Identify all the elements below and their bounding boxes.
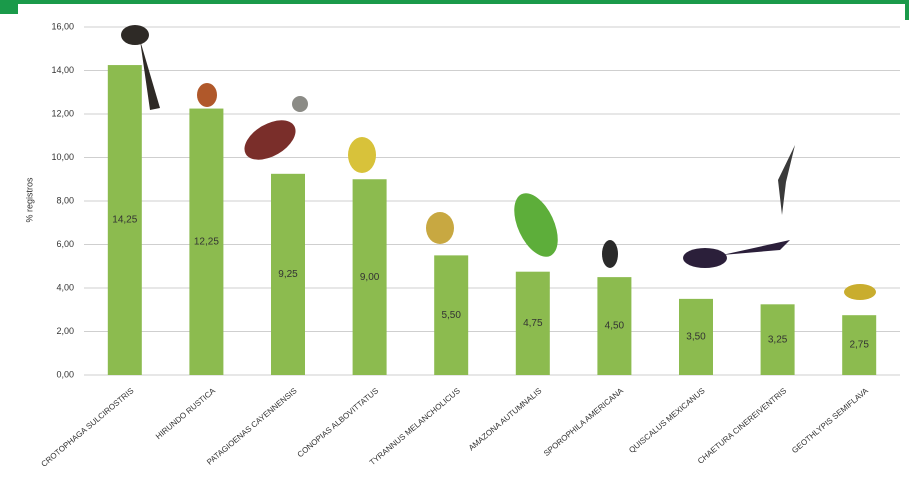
y-tick-label: 2,00 [56, 326, 74, 336]
right-border [905, 0, 909, 20]
bird-illustration [292, 96, 308, 112]
y-tick-label: 0,00 [56, 369, 74, 379]
bird-illustration [197, 83, 217, 107]
bar [760, 304, 795, 375]
bird-illustration [121, 25, 149, 45]
bar [352, 179, 387, 375]
bird-illustrations [121, 25, 876, 300]
value-label: 9,00 [360, 272, 380, 283]
value-label: 5,50 [441, 310, 461, 321]
bird-illustration [348, 137, 376, 173]
bird-illustration [140, 40, 160, 110]
bird-illustration [244, 120, 296, 160]
x-tick-label: GEOTHLYPIS SEMIFLAVA [790, 386, 870, 455]
y-tick-label: 10,00 [51, 152, 74, 162]
x-tick-label: CROTOPHAGA SULCIROSTRIS [40, 386, 136, 469]
value-label: 3,50 [686, 332, 706, 343]
bar [842, 315, 877, 375]
bar [597, 277, 632, 375]
bar [271, 173, 305, 375]
y-axis-label: % registros [24, 177, 34, 223]
x-tick-label: QUISCALUS MEXICANUS [627, 386, 706, 455]
x-tick-label: CONOPIAS ALBOVITTATUS [296, 386, 381, 459]
value-label: 4,75 [523, 318, 543, 329]
bird-illustration [683, 248, 727, 268]
bird-illustration [426, 212, 454, 244]
value-label: 12,25 [194, 236, 219, 247]
y-tick-label: 6,00 [56, 239, 74, 249]
y-tick-label: 14,00 [51, 65, 74, 75]
y-tick-label: 12,00 [51, 108, 74, 118]
y-tick-label: 16,00 [51, 21, 74, 31]
bird-illustration [844, 284, 876, 300]
x-tick-label: CHAETURA CINEREIVENTRIS [696, 386, 788, 465]
bar [189, 108, 224, 375]
value-label: 4,50 [605, 321, 625, 332]
bar [679, 298, 713, 375]
bird-illustration [722, 240, 790, 255]
x-tick-label: SPOROPHILA AMERICANA [542, 386, 626, 458]
value-label: 2,75 [849, 340, 869, 351]
x-tick-label: TYRANNUS MELANCHOLICUS [368, 386, 462, 467]
x-tick-label: AMAZONA AUTUMNALIS [467, 386, 544, 452]
value-label: 14,25 [112, 215, 137, 226]
x-tick-label: PATAGIOENAS CAYENNENSIS [205, 386, 299, 467]
bar [515, 271, 550, 375]
bar [107, 65, 142, 375]
bird-illustration [514, 193, 558, 257]
corner-border [0, 0, 18, 14]
x-tick-label: HIRUNDO RUSTICA [154, 386, 217, 441]
y-tick-label: 8,00 [56, 195, 74, 205]
top-border [0, 0, 909, 4]
bar [434, 255, 469, 375]
y-tick-label: 4,00 [56, 282, 74, 292]
bird-illustration [778, 145, 795, 215]
value-label: 9,25 [278, 269, 298, 280]
bird-illustration [602, 240, 618, 268]
value-label: 3,25 [768, 334, 788, 345]
